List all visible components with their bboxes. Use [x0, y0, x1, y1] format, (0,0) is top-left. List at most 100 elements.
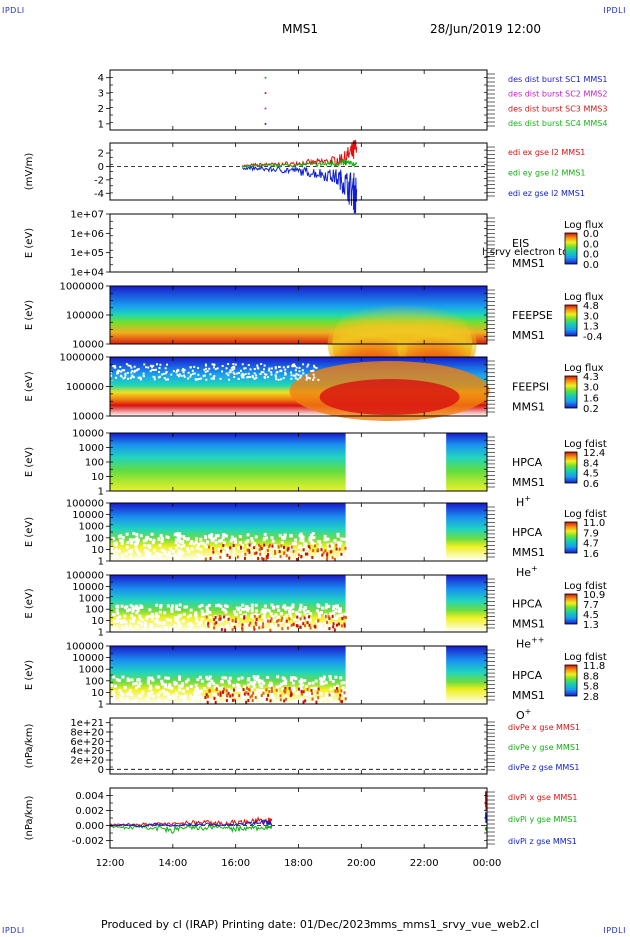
sparse-pixel [282, 556, 286, 560]
sparse-pixel [158, 558, 162, 562]
sparse-pixel [338, 697, 341, 701]
sparse-pixel [338, 547, 341, 551]
sparse-pixel [322, 697, 326, 701]
sparse-pixel [270, 367, 273, 370]
sparse-pixel [255, 376, 258, 379]
sparse-pixel [142, 372, 145, 375]
sparse-pixel [181, 541, 185, 545]
sparse-pixel [217, 628, 221, 632]
sparse-pixel [201, 556, 205, 560]
sparse-pixel [238, 610, 242, 614]
sparse-pixel [119, 539, 123, 543]
sparse-pixel [142, 375, 145, 378]
sparse-pixel [200, 617, 204, 621]
sparse-pixel [139, 378, 142, 381]
sparse-pixel [175, 692, 179, 696]
sparse-pixel [330, 547, 334, 551]
sparse-pixel [263, 693, 267, 697]
sparse-pixel [225, 616, 229, 620]
sparse-pixel [297, 691, 301, 695]
sparse-pixel [133, 700, 137, 704]
sparse-pixel [250, 606, 254, 610]
y-tick-label: 100 [85, 458, 104, 469]
sparse-pixel [165, 371, 168, 374]
sparse-pixel [337, 610, 341, 614]
colorbar-tick-label: 2.8 [583, 692, 599, 703]
sparse-pixel [291, 605, 295, 609]
sparse-pixel [247, 692, 250, 696]
sparse-pixel [259, 372, 262, 375]
sparse-pixel [260, 685, 264, 689]
sparse-pixel [230, 535, 234, 539]
sparse-pixel [314, 544, 317, 548]
sparse-pixel [243, 623, 247, 627]
colorbar-tick-label: 8.4 [583, 458, 599, 469]
sparse-pixel [308, 623, 311, 627]
sparse-pixel [128, 538, 132, 542]
series-line [109, 823, 488, 834]
legend-entry: des dist burst SC2 MMS2 [508, 90, 607, 99]
sparse-pixel [153, 378, 156, 381]
sparse-pixel [126, 631, 130, 635]
sparse-pixel [236, 685, 240, 689]
sparse-pixel [184, 631, 188, 635]
sparse-pixel [312, 369, 315, 372]
sparse-pixel [288, 610, 292, 614]
sparse-pixel [240, 543, 244, 547]
sparse-pixel [287, 546, 290, 550]
sparse-pixel [222, 551, 226, 555]
sparse-pixel [326, 543, 330, 547]
sparse-pixel [163, 377, 166, 380]
sparse-pixel [176, 534, 180, 538]
sparse-pixel [202, 374, 205, 377]
sparse-pixel [115, 608, 119, 612]
sparse-pixel [141, 690, 145, 694]
colorbar-tick-label: 8.8 [583, 671, 599, 682]
sparse-pixel [225, 604, 229, 608]
sparse-pixel [174, 628, 178, 632]
sparse-pixel [262, 691, 265, 695]
sparse-pixel [176, 629, 180, 633]
sparse-pixel [332, 611, 336, 615]
sparse-pixel [247, 683, 251, 687]
sparse-pixel [201, 699, 205, 703]
sparse-pixel [232, 546, 236, 550]
sparse-pixel [305, 376, 308, 379]
sparse-pixel [277, 378, 280, 381]
sparse-pixel [317, 621, 321, 625]
sparse-pixel [204, 363, 207, 366]
colorbar [564, 375, 578, 409]
sparse-pixel [229, 546, 232, 550]
sparse-pixel [287, 365, 290, 368]
sparse-pixel [232, 552, 236, 556]
sparse-pixel [291, 610, 295, 614]
sparse-pixel [138, 557, 142, 561]
sparse-pixel [122, 377, 125, 380]
sparse-pixel [297, 553, 300, 557]
sparse-pixel [213, 686, 217, 690]
sparse-pixel [295, 612, 299, 616]
sparse-pixel [235, 606, 239, 610]
sparse-pixel [335, 543, 338, 547]
sparse-pixel [128, 692, 132, 696]
sparse-pixel [325, 538, 329, 542]
sparse-pixel [260, 546, 263, 550]
sparse-pixel [223, 608, 227, 612]
sparse-pixel [341, 617, 344, 621]
sparse-pixel [191, 696, 195, 700]
sparse-pixel [226, 547, 230, 551]
sparse-pixel [186, 547, 190, 551]
sparse-pixel [320, 677, 324, 681]
sparse-pixel [160, 679, 164, 683]
overlay-text: l_srvy electron to [482, 247, 568, 258]
sparse-pixel [185, 703, 189, 707]
sparse-pixel [329, 550, 332, 554]
sparse-pixel [305, 374, 308, 377]
x-tick-label: 18:00 [284, 858, 313, 869]
colorbar-tick-label: 3.0 [583, 383, 599, 394]
sparse-pixel [263, 376, 266, 379]
sparse-pixel [207, 698, 211, 702]
sparse-pixel [258, 621, 262, 625]
sparse-pixel [198, 377, 201, 380]
sparse-pixel [260, 694, 263, 698]
